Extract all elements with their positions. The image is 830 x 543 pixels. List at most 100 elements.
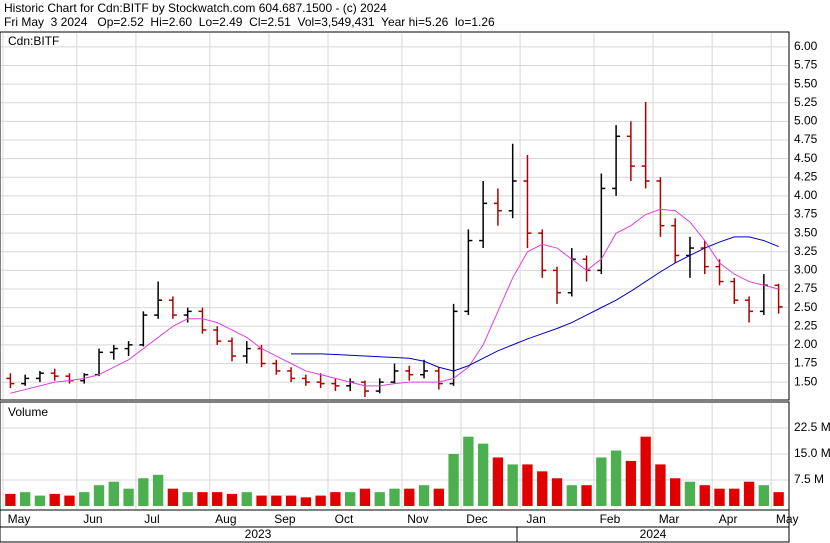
volume-bar — [256, 495, 267, 506]
volume-bar — [182, 492, 193, 506]
volume-bar — [330, 492, 341, 506]
y-tick-label: 2.50 — [794, 300, 818, 314]
y-tick-label: 3.75 — [794, 207, 818, 221]
y-tick-label: 1.50 — [794, 374, 818, 388]
y-tick-label: 5.50 — [794, 76, 818, 90]
y-tick-label: 5.00 — [794, 114, 818, 128]
x-tick-label: Nov — [407, 512, 428, 526]
y-tick-label: 4.75 — [794, 132, 818, 146]
volume-bar — [271, 495, 282, 506]
year-label: 2024 — [640, 527, 667, 541]
volume-bar — [138, 478, 149, 506]
volume-bar — [359, 488, 371, 506]
y-tick-label: 22.5 M — [794, 420, 830, 434]
y-tick-label: 4.50 — [794, 151, 818, 165]
volume-bar — [212, 492, 223, 506]
volume-label: Volume — [8, 405, 48, 419]
y-tick-label: 7.5 M — [794, 472, 824, 486]
x-tick-label: Aug — [215, 512, 236, 526]
y-tick-label: 4.25 — [794, 169, 818, 183]
volume-bar — [433, 488, 444, 506]
y-tick-label: 3.50 — [794, 225, 818, 239]
volume-bar — [49, 493, 60, 506]
axis-frame — [0, 509, 790, 543]
y-tick-label: 2.00 — [794, 337, 818, 351]
volume-bar — [463, 436, 474, 506]
volume-bar — [670, 478, 681, 506]
y-tick-label: 1.75 — [794, 356, 818, 370]
volume-bar — [507, 464, 518, 506]
volume-bar — [300, 497, 312, 506]
x-tick-label: Jan — [526, 512, 545, 526]
y-tick-label: 2.75 — [794, 281, 818, 295]
volume-bar — [655, 464, 666, 506]
volume-bar — [537, 471, 548, 506]
y-tick-label: 5.25 — [794, 95, 818, 109]
chart-title: Historic Chart for Cdn:BITF by Stockwatc… — [4, 1, 387, 15]
volume-bar — [241, 492, 252, 506]
volume-bar — [477, 443, 489, 506]
volume-bar — [93, 485, 105, 506]
y-tick-label: 4.00 — [794, 188, 818, 202]
volume-bar — [345, 492, 356, 506]
y-tick-label: 2.25 — [794, 318, 818, 332]
volume-bar — [167, 488, 179, 506]
volume-bar — [551, 478, 563, 506]
chart-subtitle: Fri May 3 2024 Op=2.52 Hi=2.60 Lo=2.49 C… — [4, 15, 495, 29]
volume-bar — [566, 485, 577, 506]
volume-bar — [581, 485, 592, 506]
y-tick-label: 3.25 — [794, 244, 818, 258]
volume-bar — [285, 495, 297, 506]
volume-bar — [758, 485, 770, 506]
volume-bar — [448, 454, 459, 506]
volume-bar — [492, 457, 504, 506]
volume-bar — [729, 488, 740, 506]
x-tick-label: Mar — [659, 512, 680, 526]
volume-bar — [34, 495, 46, 506]
volume-bar — [226, 493, 238, 506]
volume-bar — [522, 464, 533, 506]
moving-average — [291, 236, 779, 372]
x-tick-label: Sep — [274, 512, 296, 526]
y-tick-label: 15.0 M — [794, 446, 830, 460]
volume-bar — [123, 488, 134, 506]
x-tick-label: Jun — [83, 512, 102, 526]
volume-bar — [625, 460, 637, 506]
price-frame — [0, 31, 790, 401]
volume-bar — [197, 492, 208, 506]
volume-bar — [79, 492, 90, 506]
volume-bar — [684, 481, 696, 506]
volume-bar — [743, 481, 755, 506]
year-label: 2023 — [245, 527, 272, 541]
x-tick-label: May — [776, 512, 799, 526]
volume-bar — [315, 495, 326, 506]
y-tick-label: 6.00 — [794, 39, 818, 53]
moving-average — [10, 208, 779, 394]
x-tick-label: Jul — [144, 512, 159, 526]
volume-bar — [699, 485, 710, 506]
x-tick-label: Oct — [335, 512, 354, 526]
volume-bar — [374, 492, 385, 506]
volume-bar — [610, 450, 622, 506]
volume-bar — [640, 436, 651, 506]
y-tick-label: 5.75 — [794, 58, 818, 72]
volume-bar — [64, 495, 75, 506]
x-tick-label: Feb — [600, 512, 621, 526]
volume-bar — [389, 488, 400, 506]
volume-bar — [108, 481, 119, 506]
volume-bar — [5, 493, 16, 506]
volume-bar — [152, 474, 164, 506]
volume-bar — [418, 485, 430, 506]
volume-bar — [19, 492, 31, 506]
symbol-label: Cdn:BITF — [8, 34, 59, 48]
volume-bar — [596, 457, 607, 506]
y-tick-label: 3.00 — [794, 263, 818, 277]
x-tick-label: Dec — [466, 512, 487, 526]
volume-bar — [773, 492, 784, 506]
x-tick-label: Apr — [719, 512, 738, 526]
volume-bar — [404, 488, 415, 506]
volume-bar — [714, 488, 725, 506]
